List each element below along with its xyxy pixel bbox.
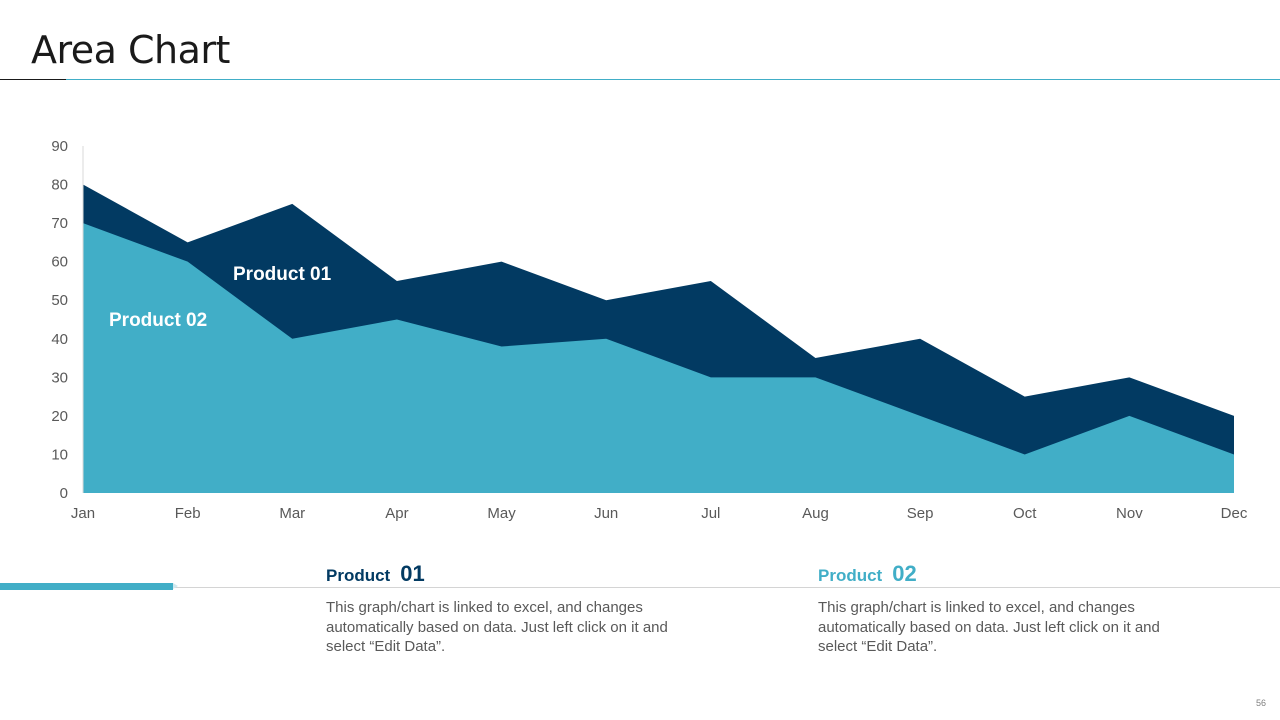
y-tick-label: 20	[51, 408, 68, 425]
title-rule-accent	[66, 79, 1280, 80]
x-tick-label: Oct	[1013, 505, 1037, 522]
section-accent-bar	[0, 583, 173, 590]
y-tick-label: 70	[51, 215, 68, 232]
x-tick-label: Apr	[385, 505, 408, 522]
product-02-number: 02	[892, 561, 917, 586]
product-01-description: This graph/chart is linked to excel, and…	[326, 599, 668, 655]
x-tick-label: Nov	[1116, 505, 1143, 522]
x-tick-label: Mar	[279, 505, 305, 522]
series-label-product-01: Product 01	[233, 264, 332, 285]
product-01-heading: Product 01	[326, 561, 671, 589]
y-tick-label: 90	[51, 138, 68, 155]
y-tick-label: 80	[51, 177, 68, 194]
product-02-info: Product 02 This graph/chart is linked to …	[818, 561, 1163, 657]
x-tick-label: Dec	[1221, 505, 1248, 522]
y-tick-label: 60	[51, 254, 68, 271]
slide-title: Area Chart	[31, 28, 230, 72]
x-tick-label: Jul	[701, 505, 720, 522]
x-tick-label: Jun	[594, 505, 618, 522]
series-label-product-02: Product 02	[109, 310, 207, 331]
x-tick-label: Aug	[802, 505, 829, 522]
x-tick-label: Jan	[71, 505, 95, 522]
product-01-number: 01	[400, 561, 425, 586]
product-02-description: This graph/chart is linked to excel, and…	[818, 599, 1160, 655]
page-number: 56	[1255, 698, 1266, 708]
product-01-name: Product	[326, 566, 391, 585]
x-tick-label: Sep	[907, 505, 934, 522]
section-divider	[0, 587, 1280, 588]
y-tick-label: 10	[51, 446, 68, 463]
y-tick-label: 40	[51, 331, 68, 348]
x-tick-label: Feb	[175, 505, 201, 522]
y-tick-label: 50	[51, 292, 68, 309]
product-01-info: Product 01 This graph/chart is linked to …	[326, 561, 671, 657]
series-product-02-area	[83, 223, 1234, 494]
x-tick-label: May	[487, 505, 516, 522]
y-tick-label: 30	[51, 369, 68, 386]
product-02-name: Product	[818, 566, 883, 585]
title-rule-dark	[0, 79, 66, 80]
area-chart[interactable]: 0 10 20 30 40 50 60 70 80 90 Jan Feb Mar Apr May Jun Jul…	[0, 0, 1280, 560]
product-02-heading: Product 02	[818, 561, 1163, 589]
y-tick-label: 0	[60, 485, 68, 502]
section-accent-tip	[173, 583, 178, 589]
